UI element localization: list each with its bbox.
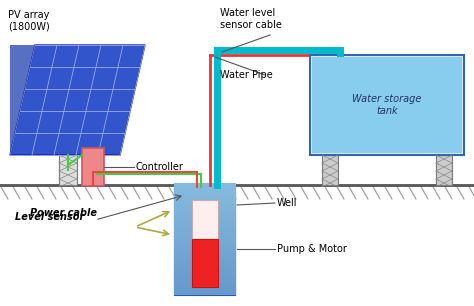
Bar	[59, 155, 77, 185]
Text: Level sensor: Level sensor	[15, 212, 84, 222]
Bar	[436, 155, 452, 185]
Bar	[310, 55, 464, 155]
Text: Water storage
tank: Water storage tank	[352, 94, 422, 116]
Bar	[175, 185, 235, 295]
Text: Controller: Controller	[136, 162, 184, 172]
Text: Well: Well	[277, 198, 298, 208]
Bar	[322, 155, 338, 185]
Text: PV array
(1800W): PV array (1800W)	[8, 10, 50, 32]
Bar	[192, 200, 218, 239]
Polygon shape	[10, 45, 145, 155]
Bar	[312, 57, 462, 153]
Bar	[192, 239, 218, 287]
Text: Pump & Motor: Pump & Motor	[277, 244, 347, 254]
Text: Water level
sensor cable: Water level sensor cable	[220, 8, 282, 30]
Bar	[82, 148, 104, 186]
Text: Water Pipe: Water Pipe	[220, 70, 273, 80]
Polygon shape	[10, 45, 35, 155]
Text: Power cable: Power cable	[30, 208, 97, 218]
